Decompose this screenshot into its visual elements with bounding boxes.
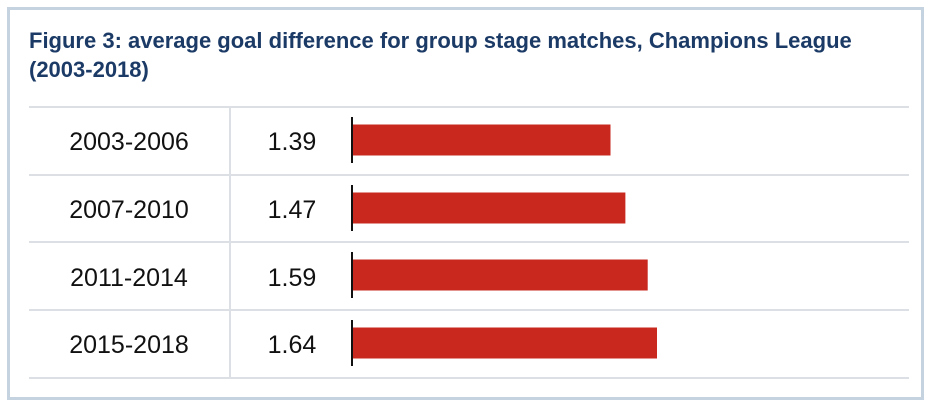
chart-title: Figure 3: average goal difference for gr…	[29, 28, 852, 82]
value-label: 1.39	[267, 128, 317, 156]
value-label: 1.59	[267, 264, 317, 292]
row-divider	[29, 241, 909, 243]
bar-2007-2010	[352, 192, 626, 224]
category-label: 2015-2018	[69, 331, 189, 359]
row-divider	[29, 377, 909, 379]
bar-2011-2014	[352, 259, 648, 291]
bar-2003-2006	[352, 124, 611, 156]
column-divider	[229, 108, 231, 378]
category-label: 2007-2010	[69, 196, 189, 224]
chart-frame: Figure 3: average goal difference for gr…	[7, 7, 924, 400]
bar-2015-2018	[352, 327, 657, 359]
bar-plot	[351, 117, 657, 366]
category-label: 2003-2006	[69, 128, 189, 156]
row-divider	[29, 309, 909, 311]
category-label: 2011-2014	[70, 264, 188, 292]
value-label: 1.47	[267, 196, 317, 224]
value-label: 1.64	[267, 331, 317, 359]
row-divider	[29, 174, 909, 176]
row-divider	[29, 106, 909, 108]
